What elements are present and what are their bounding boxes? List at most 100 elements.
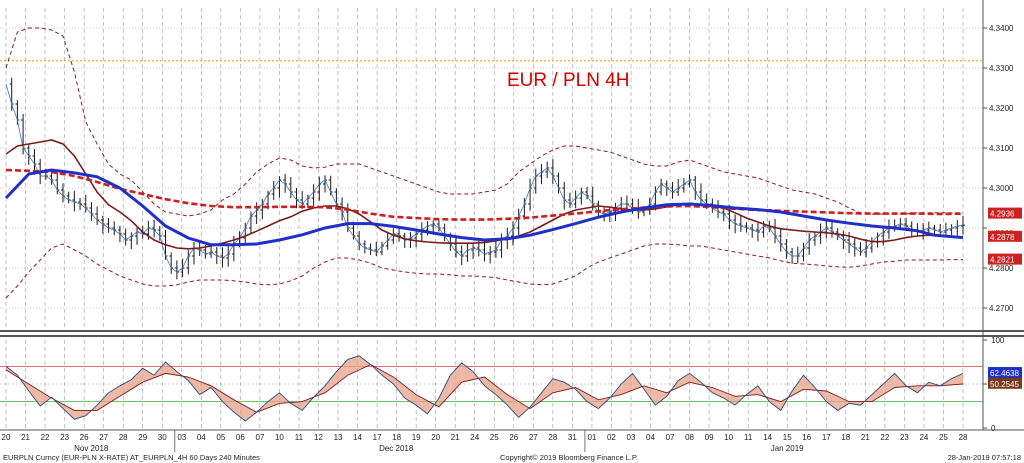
- osc-fill-slice: [461, 362, 468, 383]
- date-label: 02: [607, 433, 616, 442]
- osc-fill-slice: [319, 385, 325, 395]
- osc-fill-slice: [142, 368, 149, 383]
- osc-fill-slice: [268, 397, 274, 408]
- date-label: 18: [392, 433, 401, 442]
- osc-fill-slice: [34, 387, 41, 406]
- osc-fill-slice: [279, 392, 286, 404]
- osc-fill-slice: [803, 375, 810, 390]
- price-tick-label: 4.3000: [989, 184, 1014, 193]
- osc-fill-slice: [695, 377, 701, 385]
- osc-fill-slice: [809, 381, 815, 391]
- osc-fill-slice: [114, 385, 120, 400]
- date-label: 19: [412, 433, 421, 442]
- date-label: 14: [763, 433, 772, 442]
- osc-fill-slice: [364, 360, 371, 368]
- osc-fill-slice: [421, 397, 428, 414]
- osc-fill-slice: [775, 399, 781, 411]
- date-label: 28: [119, 433, 128, 442]
- date-label: 01: [587, 433, 596, 442]
- date-label: 10: [724, 433, 733, 442]
- osc-fill-slice: [233, 399, 240, 417]
- date-label: 05: [216, 433, 225, 442]
- date-label: 07: [255, 433, 264, 442]
- badge-osc-main-bg: [988, 367, 1022, 379]
- osc-fill-slice: [598, 398, 605, 409]
- osc-fill-slice: [131, 373, 137, 390]
- osc-fill-slice: [797, 375, 804, 393]
- osc-fill-slice: [347, 357, 354, 376]
- osc-tick-label: 100: [991, 336, 1005, 345]
- osc-tick-label: 0: [991, 424, 996, 433]
- osc-fill-slice: [6, 366, 12, 374]
- osc-signal-line: [5, 364, 964, 413]
- date-label: 03: [177, 433, 186, 442]
- osc-fill-slice: [159, 362, 166, 376]
- date-label: 26: [80, 433, 89, 442]
- date-label: 17: [822, 433, 831, 442]
- osc-fill-slice: [535, 392, 542, 405]
- osc-fill-slice: [165, 362, 172, 375]
- date-label: 23: [60, 433, 69, 442]
- osc-fill-slice: [547, 378, 553, 397]
- osc-fill-slice: [911, 385, 918, 393]
- price-tick-label: 4.2700: [989, 304, 1014, 313]
- osc-main-line: [5, 355, 964, 422]
- date-label: 24: [470, 433, 479, 442]
- red-dashed-ma-line: [5, 168, 964, 221]
- date-label: 11: [295, 433, 304, 442]
- date-label: 27: [529, 433, 538, 442]
- month-label: Nov 2018: [74, 444, 109, 453]
- osc-fill-slice: [228, 396, 234, 413]
- price-tick-label: 4.3200: [989, 104, 1014, 113]
- date-label: 15: [783, 433, 792, 442]
- month-label: Jan 2019: [771, 444, 804, 453]
- price-grid: [0, 8, 983, 328]
- date-label: 18: [841, 433, 850, 442]
- osc-fill-slice: [45, 394, 52, 402]
- osc-fill-slice: [678, 377, 684, 388]
- osc-fill-slice: [832, 393, 838, 411]
- date-label: 31: [568, 433, 577, 442]
- osc-fill-slice: [615, 384, 622, 396]
- osc-fill-slice: [945, 378, 952, 386]
- price-tick-label: 4.2800: [989, 264, 1014, 273]
- osc-fill-slice: [484, 377, 491, 391]
- date-label: 23: [900, 433, 909, 442]
- date-label: 25: [490, 433, 499, 442]
- osc-fill-slice: [626, 373, 633, 393]
- date-label: 06: [236, 433, 245, 442]
- osc-fill-slice: [564, 382, 570, 391]
- date-label: 28: [959, 433, 968, 442]
- date-label: 04: [197, 433, 206, 442]
- blue-ma-line: [4, 168, 964, 247]
- date-label: 26: [509, 433, 518, 442]
- osc-fill-slice: [296, 401, 303, 411]
- osc-fill-slice: [28, 384, 35, 399]
- osc-fill-slice: [171, 366, 177, 376]
- osc-fill-slice: [199, 381, 206, 395]
- osc-fill-slice: [541, 385, 548, 401]
- date-label: 07: [666, 433, 675, 442]
- osc-fill-slice: [80, 410, 86, 418]
- osc-fill-slice: [649, 387, 656, 406]
- price-lines: [4, 27, 964, 299]
- osc-fill-slice: [125, 379, 132, 393]
- date-label: 27: [99, 433, 108, 442]
- oscillator-grid: [0, 340, 983, 428]
- osc-fill-slice: [558, 380, 565, 392]
- price-tick-label: 4.3400: [989, 24, 1014, 33]
- osc-fill-slice: [632, 373, 639, 391]
- badge-bollinger-upper-bg: [988, 207, 1022, 219]
- date-label: 30: [158, 433, 167, 442]
- date-labels: 20 21 22 23 26 27 28 29 30 03 04 05 06 07 10 11 12 13 14 17…: [2, 433, 968, 442]
- osc-fill-slice: [108, 389, 115, 404]
- oscillator-badges: 62.4638 50.2545: [988, 367, 1022, 389]
- badge-bollinger-upper: 4.2936: [990, 210, 1015, 219]
- osc-fill-slice: [102, 392, 109, 407]
- date-label: 10: [275, 433, 284, 442]
- badge-bollinger-lower-bg: [988, 253, 1022, 265]
- month-label: Dec 2018: [379, 444, 414, 453]
- osc-fill-slice: [427, 400, 434, 414]
